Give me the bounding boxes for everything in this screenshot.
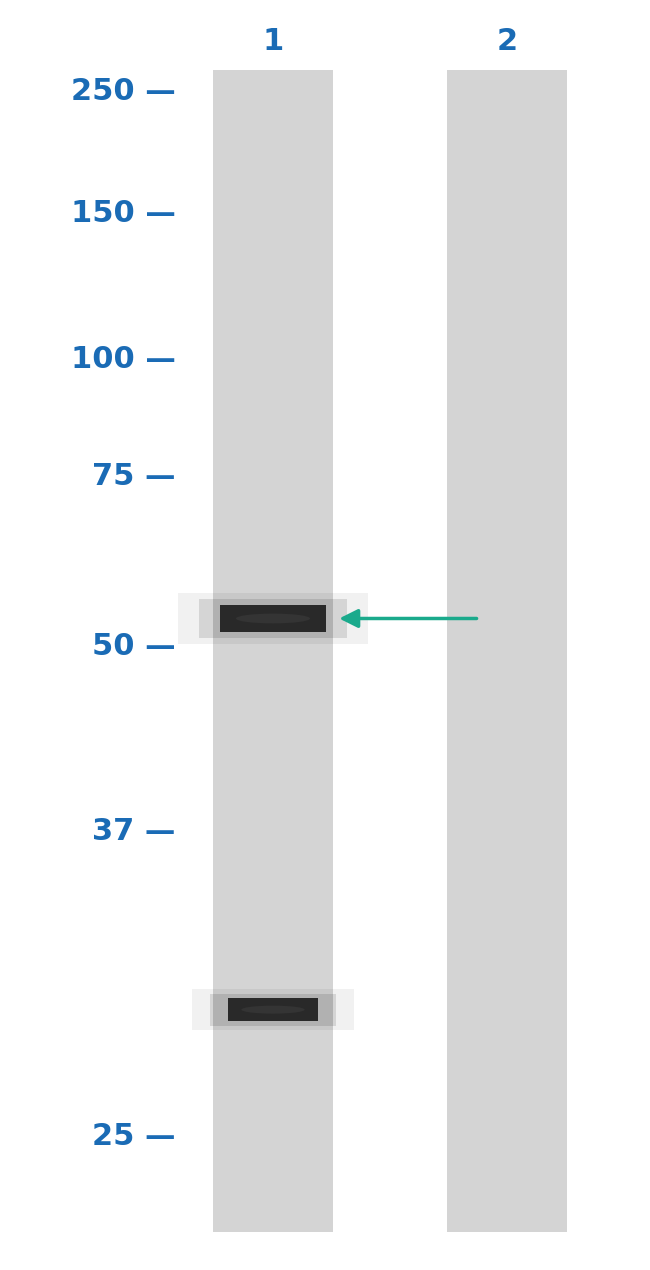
Text: 37 —: 37 — — [92, 818, 176, 846]
Bar — [447, 70, 567, 1232]
Bar — [177, 593, 369, 644]
Bar — [199, 599, 347, 638]
Text: 100 —: 100 — — [71, 345, 176, 373]
Ellipse shape — [236, 613, 310, 624]
Text: 250 —: 250 — — [71, 77, 176, 105]
Bar — [210, 993, 336, 1026]
Text: 25 —: 25 — — [92, 1123, 176, 1151]
Bar — [220, 605, 326, 632]
Text: 2: 2 — [497, 28, 517, 56]
Text: 50 —: 50 — — [92, 632, 176, 660]
Ellipse shape — [241, 1006, 305, 1013]
Text: 150 —: 150 — — [71, 199, 176, 227]
Bar — [228, 998, 318, 1021]
Text: 75 —: 75 — — [92, 462, 176, 490]
Bar — [192, 989, 354, 1030]
Text: 1: 1 — [263, 28, 283, 56]
Bar — [213, 70, 333, 1232]
